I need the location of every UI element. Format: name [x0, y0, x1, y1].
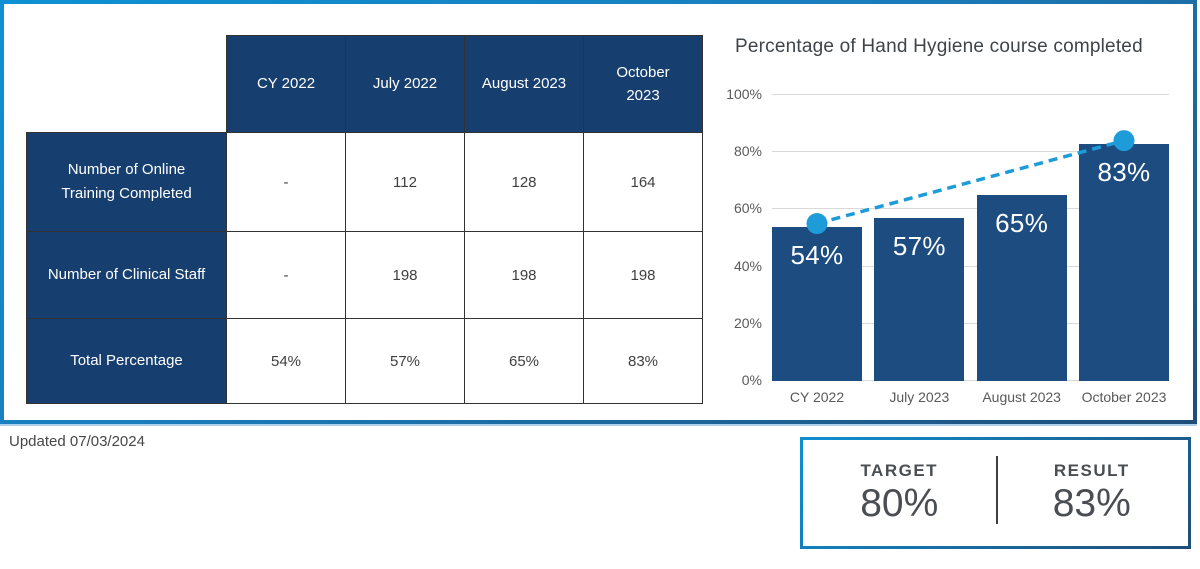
bar: 65%: [976, 195, 1067, 381]
table-cell: 198: [583, 231, 703, 319]
x-axis-label: August 2023: [982, 389, 1061, 405]
column-header-july2022: July 2022: [345, 35, 465, 133]
column-header-cy2022: CY 2022: [226, 35, 346, 133]
bar: 54%: [772, 226, 862, 381]
table-cell: -: [226, 132, 346, 232]
training-table: CY 2022 July 2022 August 2023 October 20…: [26, 35, 703, 404]
table-corner-cell: [26, 35, 227, 133]
gridline: [772, 94, 1169, 95]
table-cell: 65%: [464, 318, 584, 404]
bar-value-label: 57%: [892, 230, 946, 261]
trend-line: [816, 138, 1125, 226]
y-axis-label: 0%: [741, 372, 762, 388]
updated-text: Updated 07/03/2024: [9, 433, 145, 450]
table-cell: 57%: [345, 318, 465, 404]
y-axis-label: 20%: [733, 314, 762, 331]
gridline: [772, 265, 1169, 267]
target-result-box: TARGET 80% RESULT 83%: [800, 437, 1191, 549]
bar-value-label: 54%: [790, 239, 844, 270]
target-section: TARGET 80%: [803, 440, 996, 546]
table-cell: 54%: [226, 318, 346, 404]
column-header-october2023: October 2023: [583, 35, 703, 133]
table-cell: 112: [345, 132, 465, 232]
bar-value-label: 65%: [995, 208, 1049, 239]
row-label-clinical-staff: Number of Clinical Staff: [26, 231, 227, 319]
gridline: [772, 322, 1169, 324]
chart-plot: 0% 20% 40% 60% 80% 100% 54% CY 2022 57% July 2023…: [726, 86, 1169, 405]
y-axis-label: 40%: [733, 257, 762, 274]
table-cell: 198: [464, 231, 584, 319]
table-cell: 164: [583, 132, 703, 232]
main-panel: CY 2022 July 2022 August 2023 October 20…: [0, 0, 1197, 424]
kpi-divider: [995, 456, 998, 524]
bar: 57%: [874, 217, 965, 381]
gridline: [772, 380, 1169, 381]
table-cell: 198: [345, 231, 465, 319]
bar: 83%: [1079, 143, 1169, 381]
column-header-august2023: August 2023: [464, 35, 584, 133]
target-label: TARGET: [860, 461, 939, 481]
result-label: RESULT: [1053, 461, 1130, 481]
result-value: 83%: [1052, 482, 1131, 526]
chart-title: Percentage of Hand Hygiene course comple…: [735, 36, 1143, 57]
x-axis-label: July 2023: [889, 389, 950, 405]
y-axis-label: 60%: [733, 200, 762, 217]
table-cell: 83%: [583, 318, 703, 404]
row-label-online-training: Number of Online Training Completed: [26, 132, 227, 232]
result-section: RESULT 83%: [996, 440, 1189, 546]
y-axis-label: 100%: [726, 86, 762, 102]
row-label-total-percentage: Total Percentage: [26, 318, 227, 404]
x-axis-label: CY 2022: [789, 389, 845, 405]
x-axis-label: October 2023: [1081, 389, 1167, 405]
target-value: 80%: [860, 482, 939, 526]
table-cell: 128: [464, 132, 584, 232]
bar-value-label: 83%: [1097, 156, 1151, 187]
y-axis-label: 80%: [733, 143, 762, 160]
table-cell: -: [226, 231, 346, 319]
